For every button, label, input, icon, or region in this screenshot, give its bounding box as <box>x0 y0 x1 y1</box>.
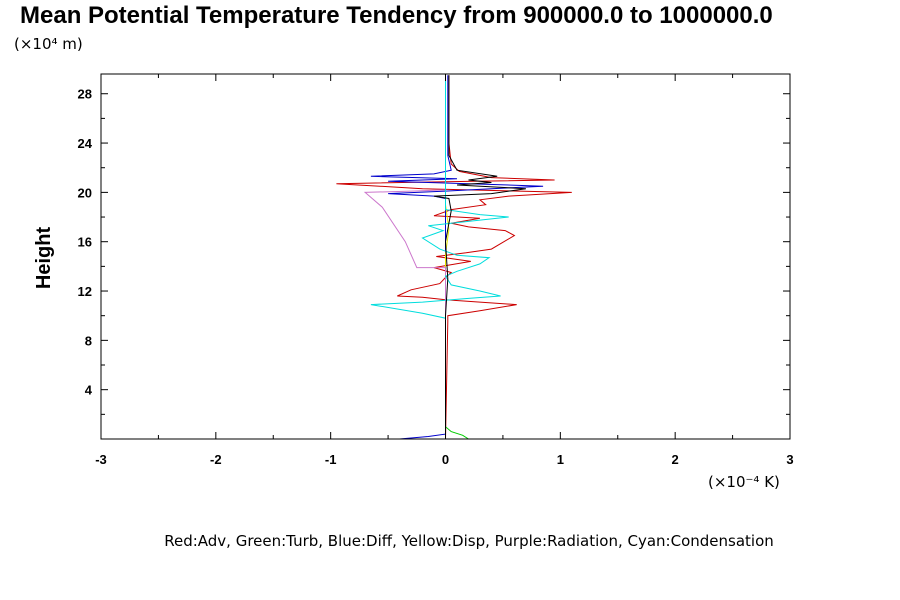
y-axis-title: Height <box>33 227 55 290</box>
series-line-condensation <box>370 75 509 439</box>
x-tick-label: 3 <box>786 452 793 467</box>
legend-text: Red:Adv, Green:Turb, Blue:Diff, Yellow:D… <box>164 532 774 550</box>
y-tick-label: 16 <box>78 235 92 250</box>
x-tick-label: 0 <box>442 452 449 467</box>
y-tick-label: 28 <box>78 87 92 102</box>
y-tick-label: 24 <box>78 136 93 151</box>
series-line-radiation <box>363 75 446 439</box>
x-tick-label: -3 <box>95 452 107 467</box>
y-tick-label: 20 <box>78 185 92 200</box>
y-tick-label: 4 <box>85 383 93 398</box>
x-tick-label: 2 <box>672 452 679 467</box>
y-tick-label: 12 <box>78 284 92 299</box>
series-line-diff <box>370 75 544 440</box>
x-tick-label: 1 <box>557 452 564 467</box>
x-tick-label: -2 <box>210 452 222 467</box>
series-line-total <box>433 75 526 439</box>
x-unit-label: (×10⁻⁴ K) <box>708 473 780 491</box>
chart-title: Mean Potential Temperature Tendency from… <box>20 2 773 29</box>
y-tick-label: 8 <box>85 333 92 348</box>
x-tick-label: -1 <box>325 452 337 467</box>
series-line-adv <box>336 75 572 440</box>
y-unit-label: (×10⁴ m) <box>14 35 83 53</box>
